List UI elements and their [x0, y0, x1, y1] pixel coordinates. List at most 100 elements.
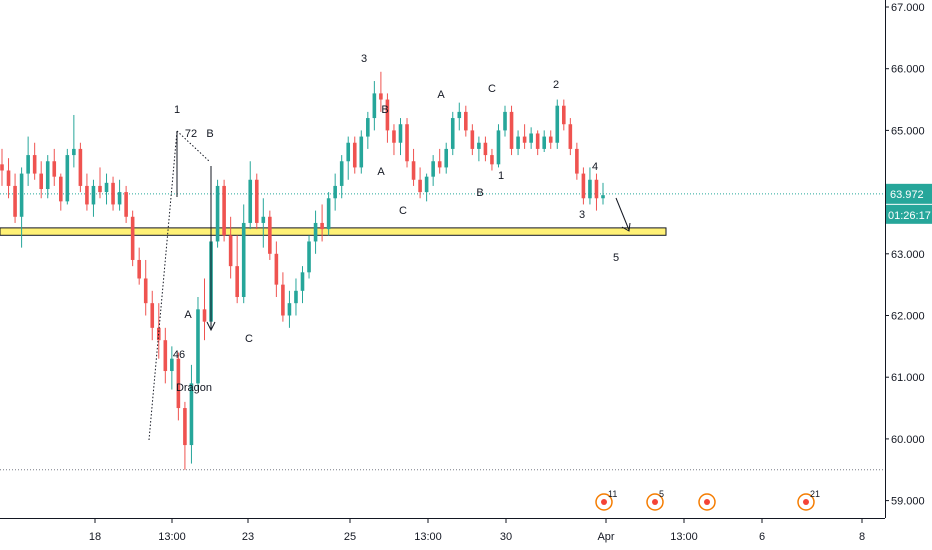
x-tick-label: 6 — [759, 531, 765, 543]
candle-body — [307, 241, 311, 273]
candle-body — [457, 111, 462, 119]
candle-body — [6, 170, 11, 186]
candle-body — [320, 222, 324, 230]
y-tick-label: 67.000 — [891, 2, 925, 14]
wave-label: 2 — [553, 79, 559, 91]
last-price-label: 63.972 — [890, 189, 924, 201]
event-markers[interactable]: 11 5 21 — [595, 489, 820, 511]
projection-arrow-head — [621, 222, 631, 232]
candle-body — [45, 161, 50, 190]
candle-body — [98, 185, 102, 193]
candle-body — [483, 142, 488, 156]
candle-body — [241, 222, 246, 297]
countdown-label: 01:26:17 — [888, 210, 931, 222]
candle-body — [542, 136, 547, 149]
wave-label: C — [488, 83, 496, 95]
candle-body — [248, 179, 253, 223]
candle-body — [418, 179, 422, 193]
candle-body — [470, 130, 475, 149]
candle-body — [522, 136, 527, 143]
wave-label: 1 — [174, 104, 180, 116]
candle-body — [58, 176, 63, 202]
event-marker-count: 21 — [810, 489, 820, 499]
y-tick-label: 65.000 — [891, 125, 925, 137]
candle-body — [274, 253, 279, 285]
x-tick-label: 13:00 — [158, 531, 186, 543]
event-marker-count: 5 — [659, 489, 664, 499]
down-arrow-head — [206, 321, 216, 332]
candle-body — [398, 124, 403, 143]
candle-body — [235, 266, 239, 297]
wave-label: 3 — [361, 53, 367, 65]
wave-label: C — [399, 205, 407, 217]
event-marker-dot — [601, 499, 607, 505]
candle-body — [444, 148, 449, 168]
candle-body — [294, 290, 298, 304]
candle-body — [359, 136, 364, 168]
y-tick-label: 63.000 — [891, 249, 925, 261]
candle-body — [490, 155, 494, 165]
candle-body — [183, 408, 187, 446]
candle-body — [437, 161, 442, 168]
event-marker-dot — [803, 499, 809, 505]
candle-body — [555, 105, 560, 143]
candle-body — [529, 133, 533, 143]
candle-body — [581, 173, 586, 199]
x-tick-label: 23 — [242, 531, 254, 543]
price-levels — [0, 193, 885, 471]
candle-body — [19, 173, 24, 217]
wave-label: C — [245, 333, 253, 345]
candle-body — [143, 278, 148, 304]
wave-label: B — [476, 187, 483, 199]
wave-label: 4 — [592, 161, 598, 173]
wave-label: A — [377, 166, 385, 178]
candle-body — [568, 124, 573, 149]
candle-body — [281, 284, 285, 316]
candle-body — [548, 136, 553, 143]
x-tick-label: 13:00 — [670, 531, 698, 543]
candle-body — [516, 136, 520, 149]
wave-label: B — [206, 128, 213, 140]
y-tick-label: 59.000 — [891, 496, 925, 508]
wave-label: 72 — [185, 128, 197, 140]
event-marker-dot — [652, 499, 658, 505]
candles — [0, 71, 605, 470]
candle-body — [313, 222, 318, 242]
candle-body — [261, 216, 266, 223]
candle-body — [196, 309, 200, 384]
candle-body — [385, 99, 390, 131]
candle-body — [496, 130, 501, 165]
countdown-tag — [886, 204, 932, 224]
candle-body — [32, 155, 37, 174]
candle-body — [150, 303, 155, 328]
candle-body — [431, 161, 435, 177]
candle-body — [339, 161, 344, 186]
candle-body — [176, 358, 181, 409]
candle-body — [189, 383, 194, 446]
candle-body — [111, 182, 115, 205]
candle-body — [163, 340, 168, 372]
support-zone-rect — [0, 227, 667, 236]
candle-body — [588, 179, 592, 199]
y-tick-label: 60.000 — [891, 434, 925, 446]
wave-label: 46 — [173, 349, 185, 361]
x-tick-label: Apr — [597, 531, 614, 543]
x-axis[interactable]: 18 13:00 23 25 13:00 30 Apr 13:00 6 8 — [0, 518, 885, 543]
x-tick-label: 13:00 — [414, 531, 442, 543]
candle-body — [0, 164, 4, 171]
candle-body — [333, 185, 337, 199]
wave-label: A — [184, 309, 192, 321]
x-tick-label: 18 — [89, 531, 101, 543]
candle-body — [26, 155, 30, 174]
candle-body — [124, 192, 128, 217]
candle-body — [222, 185, 226, 236]
y-axis[interactable]: 67.00066.00065.00064.00063.00062.00061.0… — [885, 0, 932, 518]
candle-body — [346, 142, 351, 162]
x-tick-label: 30 — [500, 531, 512, 543]
wave-dotted-line-down — [176, 130, 210, 162]
candle-body — [72, 148, 76, 156]
wave-annotations: 1 72 B A 46 Dragon C 3 B A C A C B 1 2 4 3 5 — [148, 53, 631, 441]
candle-body — [503, 111, 507, 131]
candle-body — [509, 111, 514, 149]
